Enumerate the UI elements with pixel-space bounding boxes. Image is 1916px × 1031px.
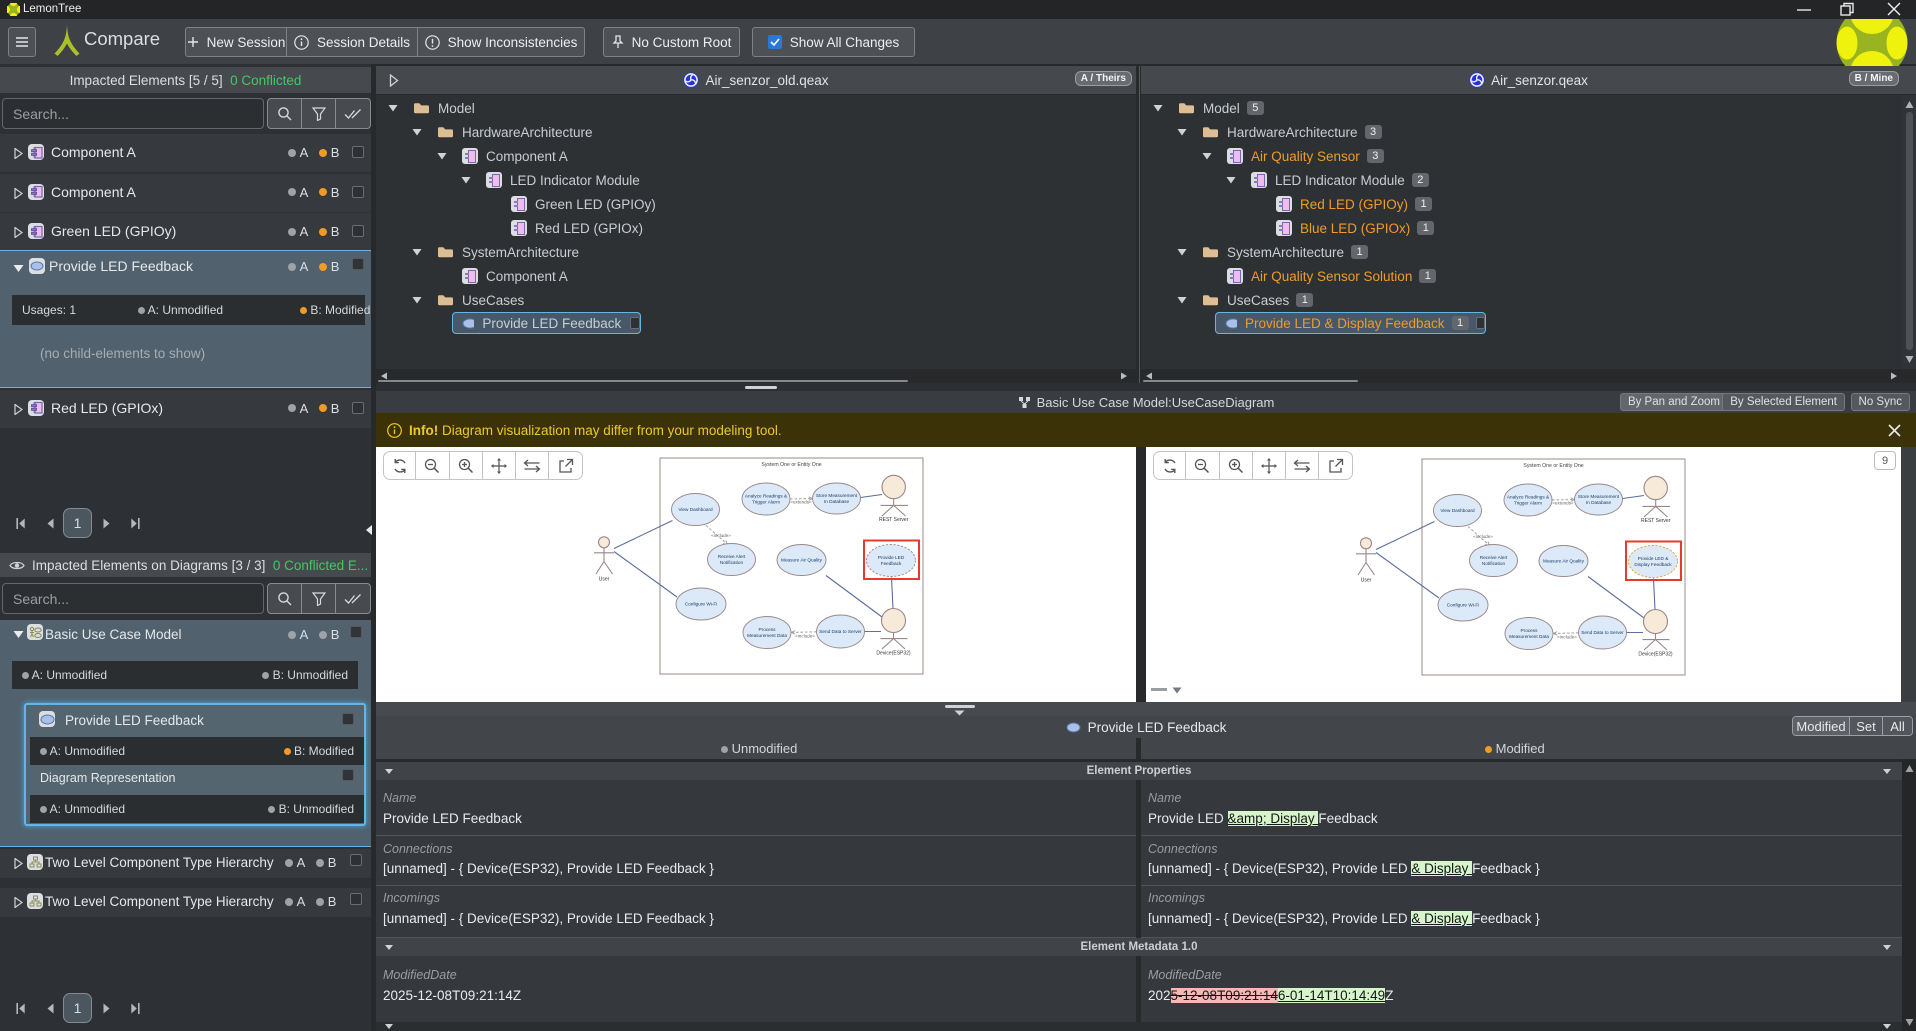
- svg-text:View Dashboard: View Dashboard: [678, 507, 713, 512]
- svg-text:Notification: Notification: [1482, 561, 1506, 566]
- svg-text:Trigger Alarm: Trigger Alarm: [1514, 501, 1542, 506]
- svg-text:«include»: «include»: [1473, 534, 1493, 539]
- svg-text:«include»: «include»: [1557, 635, 1577, 640]
- svg-text:Process: Process: [1521, 628, 1539, 633]
- svg-text:«extends»: «extends»: [1552, 501, 1574, 506]
- svg-text:Feedback: Feedback: [881, 561, 902, 566]
- svg-text:Device(ESP32): Device(ESP32): [1638, 652, 1673, 658]
- svg-text:Analyze Readings &: Analyze Readings &: [1507, 495, 1550, 500]
- svg-text:Analyze Readings &: Analyze Readings &: [745, 494, 788, 499]
- svg-text:Notification: Notification: [720, 560, 744, 565]
- svg-text:Provide LED: Provide LED: [878, 555, 905, 560]
- svg-text:Send Data to Server: Send Data to Server: [1581, 630, 1624, 635]
- svg-text:Store Measurement: Store Measurement: [816, 493, 858, 498]
- svg-text:Measurement Data: Measurement Data: [1509, 634, 1549, 639]
- svg-text:User: User: [599, 577, 610, 583]
- svg-text:User: User: [1361, 578, 1372, 584]
- svg-text:System One or Entity One: System One or Entity One: [761, 462, 821, 468]
- svg-text:Provide LED &: Provide LED &: [1638, 556, 1670, 561]
- svg-text:Configure Wi-Fi: Configure Wi-Fi: [1447, 603, 1480, 608]
- svg-text:«include»: «include»: [795, 634, 815, 639]
- svg-text:System One or Entity One: System One or Entity One: [1523, 463, 1583, 469]
- svg-text:Process: Process: [759, 627, 777, 632]
- svg-text:Measure Air Quality: Measure Air Quality: [1543, 559, 1585, 564]
- svg-text:Store Measurement: Store Measurement: [1578, 494, 1620, 499]
- svg-text:REST Server: REST Server: [1641, 518, 1671, 524]
- svg-text:Display Feedback: Display Feedback: [1634, 562, 1672, 567]
- svg-text:Send Data to Server: Send Data to Server: [819, 629, 862, 634]
- svg-text:In Database: In Database: [1586, 500, 1612, 505]
- svg-text:In Database: In Database: [824, 499, 850, 504]
- svg-text:Receive Alert: Receive Alert: [1480, 555, 1508, 560]
- svg-text:Device(ESP32): Device(ESP32): [876, 651, 911, 657]
- svg-text:Receive Alert: Receive Alert: [718, 554, 746, 559]
- svg-text:View Dashboard: View Dashboard: [1440, 508, 1475, 513]
- svg-text:«extends»: «extends»: [790, 500, 812, 505]
- svg-text:Measurement Data: Measurement Data: [747, 633, 787, 638]
- svg-text:Trigger Alarm: Trigger Alarm: [752, 500, 780, 505]
- svg-text:Measure Air Quality: Measure Air Quality: [781, 558, 823, 563]
- svg-text:Configure Wi-Fi: Configure Wi-Fi: [685, 602, 718, 607]
- svg-text:REST Server: REST Server: [879, 517, 909, 523]
- svg-text:«include»: «include»: [711, 533, 731, 538]
